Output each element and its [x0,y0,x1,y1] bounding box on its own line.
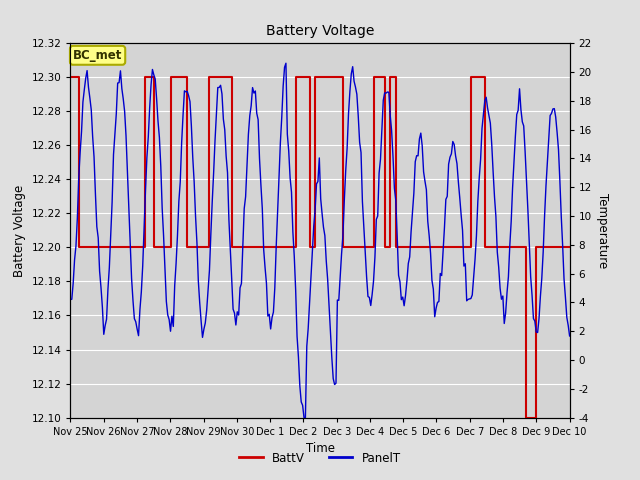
Y-axis label: Temperature: Temperature [596,193,609,268]
Text: BC_met: BC_met [73,49,122,62]
X-axis label: Time: Time [305,442,335,455]
Title: Battery Voltage: Battery Voltage [266,24,374,38]
Y-axis label: Battery Voltage: Battery Voltage [13,184,26,276]
Legend: BattV, PanelT: BattV, PanelT [234,447,406,469]
